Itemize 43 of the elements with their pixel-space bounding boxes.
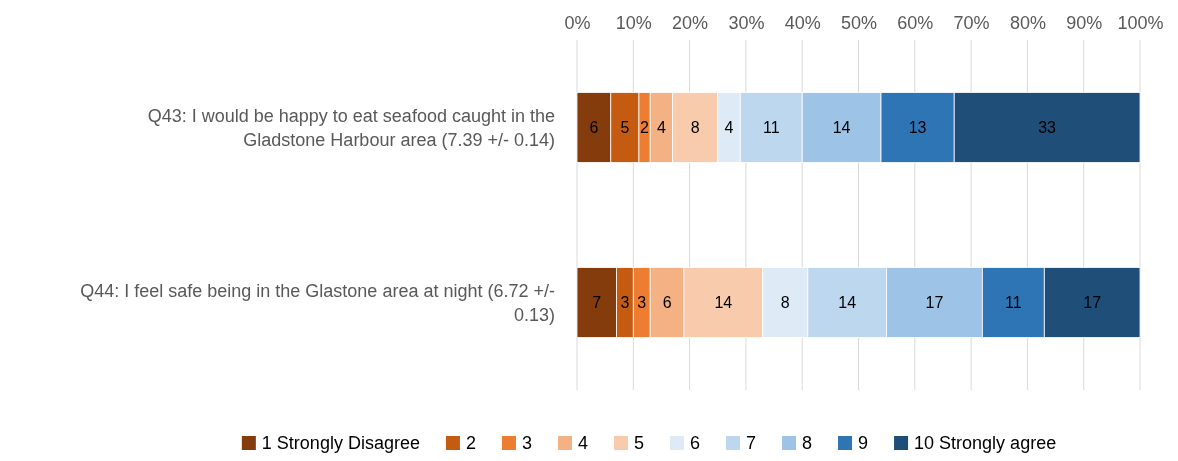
data-label: 4 xyxy=(724,119,734,136)
legend-label: 2 xyxy=(465,433,476,453)
legend-label: 10 Strongly agree xyxy=(914,433,1057,453)
data-label: 13 xyxy=(908,119,927,136)
data-label: 3 xyxy=(637,294,647,311)
legend-label: 6 xyxy=(690,433,701,453)
data-label: 33 xyxy=(1038,119,1057,136)
data-label: 6 xyxy=(662,294,672,311)
data-label: 17 xyxy=(1083,294,1102,311)
data-label: 8 xyxy=(780,294,790,311)
x-tick-label: 10% xyxy=(615,13,652,33)
legend-label: 7 xyxy=(746,433,757,453)
x-tick-label: 60% xyxy=(897,13,934,33)
x-tick-label: 30% xyxy=(728,13,765,33)
y-tick-label: Q44: I feel safe being in the Glastone area at night (6.72 +/- 0.13) xyxy=(80,280,555,325)
data-label: 17 xyxy=(925,294,944,311)
x-tick-label: 50% xyxy=(840,13,878,33)
legend-label: 5 xyxy=(633,433,644,453)
legend-label: 3 xyxy=(521,433,532,453)
x-tick-label: 100% xyxy=(1117,13,1164,33)
data-label: 7 xyxy=(592,294,602,311)
x-tick-label: 70% xyxy=(953,13,990,33)
data-label: 14 xyxy=(832,119,851,136)
data-label: 6 xyxy=(589,119,599,136)
data-label: 11 xyxy=(1005,294,1022,311)
data-label: 14 xyxy=(714,294,733,311)
data-label: 3 xyxy=(620,294,630,311)
legend-label: 4 xyxy=(577,433,588,453)
legend-label: 8 xyxy=(802,433,813,453)
legend-label: 1 Strongly Disagree xyxy=(261,433,420,453)
data-label: 14 xyxy=(838,294,857,311)
data-label: 2 xyxy=(640,119,650,136)
data-label: 11 xyxy=(762,119,780,136)
legend-label: 9 xyxy=(858,433,869,453)
x-tick-label: 40% xyxy=(784,13,821,33)
data-label: 4 xyxy=(657,119,666,136)
x-tick-label: 20% xyxy=(672,13,709,33)
y-tick-label: Q43: I would be happy to eat seafood caught in the Gladstone Harbour area (7.39 +/- 0.14) xyxy=(147,105,555,150)
x-tick-label: 0% xyxy=(564,13,591,33)
x-tick-label: 80% xyxy=(1009,13,1046,33)
data-label: 5 xyxy=(620,119,630,136)
data-label: 8 xyxy=(690,119,700,136)
x-tick-label: 90% xyxy=(1066,13,1103,33)
